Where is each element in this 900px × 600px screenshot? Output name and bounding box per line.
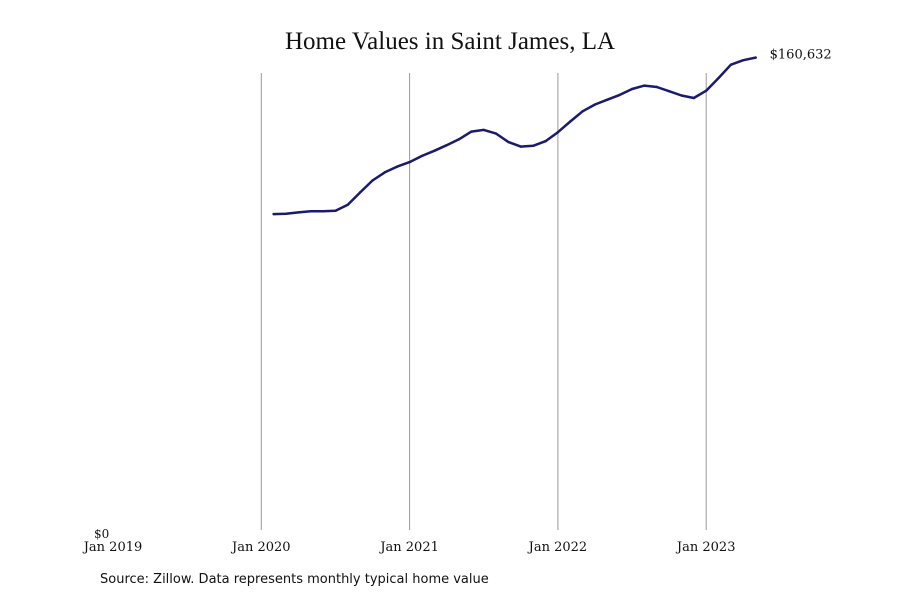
data-point	[433, 149, 436, 153]
data-point	[383, 171, 387, 174]
data-point	[519, 145, 523, 148]
data-point	[531, 144, 535, 147]
data-point	[569, 120, 572, 123]
data-point	[358, 191, 362, 194]
axis-labels: Jan 2019 Jan 2020 Jan 2021 Jan 2022 Jan 2023…	[82, 48, 832, 555]
data-point	[692, 96, 696, 100]
data-point	[371, 179, 374, 182]
data-point	[507, 140, 510, 144]
x-tick-label: Jan 2022	[527, 540, 588, 555]
data-point	[482, 128, 485, 132]
data-point	[742, 58, 745, 62]
data-point	[457, 138, 461, 141]
gridlines	[260, 73, 707, 530]
source-note: Source: Zillow. Data represents monthly …	[100, 572, 489, 587]
data-point	[494, 132, 498, 135]
data-point	[667, 90, 671, 93]
y-tick-label: $0	[94, 527, 109, 541]
data-point	[445, 143, 448, 147]
x-tick-label: Jan 2021	[378, 540, 439, 555]
series-line	[272, 56, 757, 216]
x-tick-label: Jan 2020	[230, 540, 291, 555]
data-point	[408, 160, 411, 164]
data-point	[606, 98, 609, 101]
data-point	[655, 85, 658, 89]
data-point	[643, 84, 646, 87]
data-point	[334, 209, 337, 212]
data-point	[272, 212, 275, 216]
x-tick-label: Jan 2023	[675, 540, 736, 555]
data-point	[717, 76, 720, 80]
data-point	[346, 203, 350, 206]
data-point	[593, 103, 597, 106]
data-point	[680, 94, 683, 97]
series-layer	[272, 56, 757, 216]
data-point	[556, 130, 560, 134]
data-point	[309, 210, 312, 213]
chart-title: Home Values in Saint James, LA	[284, 28, 616, 55]
x-tick-label: Jan 2019	[82, 540, 143, 555]
data-point	[420, 154, 424, 158]
data-point	[729, 63, 733, 66]
data-point	[284, 212, 288, 216]
data-point	[544, 140, 547, 143]
data-point	[470, 130, 473, 133]
data-point	[618, 93, 621, 97]
data-point	[321, 210, 325, 213]
data-point	[630, 87, 634, 91]
end-value-label: $160,632	[770, 48, 832, 63]
data-point	[754, 56, 757, 59]
data-point	[297, 211, 300, 214]
data-point	[396, 165, 399, 168]
data-point	[705, 89, 708, 92]
data-point	[581, 110, 584, 113]
